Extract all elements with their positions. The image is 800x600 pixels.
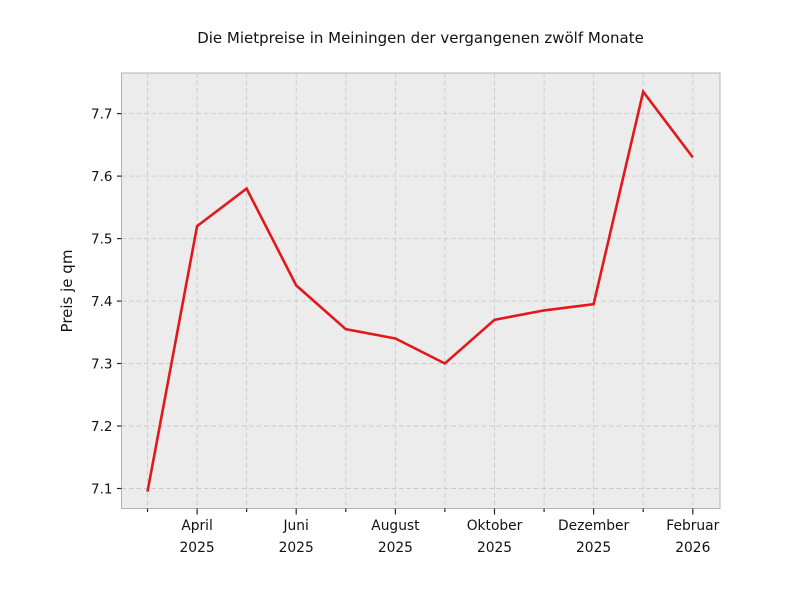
x-tick-label-year: 2025 bbox=[180, 540, 215, 556]
x-tick-label-month: August bbox=[371, 518, 420, 534]
x-tick-label-year: 2026 bbox=[675, 540, 710, 556]
price-line bbox=[146, 88, 694, 492]
x-tick-label-month: Februar bbox=[666, 518, 719, 534]
x-tick-label-month: Oktober bbox=[467, 518, 523, 534]
y-tick-label: 7.3 bbox=[91, 356, 112, 372]
y-tick-label: 7.4 bbox=[91, 294, 112, 310]
plot-border bbox=[121, 72, 721, 509]
chart-title: Die Mietpreise in Meiningen der vergange… bbox=[197, 29, 644, 47]
x-tick-label-month: April bbox=[181, 518, 213, 534]
x-tick-label-year: 2025 bbox=[576, 540, 611, 556]
plot-area bbox=[121, 73, 720, 509]
y-tick-label: 7.5 bbox=[91, 231, 112, 247]
y-tick-label: 7.1 bbox=[91, 481, 112, 497]
x-tick-label-month: Dezember bbox=[558, 518, 630, 534]
x-tick-label-month: Juni bbox=[282, 518, 308, 534]
x-tick-label-year: 2025 bbox=[378, 540, 413, 556]
y-tick-label: 7.6 bbox=[91, 169, 112, 185]
x-tick-label-year: 2025 bbox=[279, 540, 314, 556]
y-tick-label: 7.7 bbox=[91, 106, 112, 122]
x-tick-label-year: 2025 bbox=[477, 540, 512, 556]
y-tick-label: 7.2 bbox=[91, 419, 112, 435]
